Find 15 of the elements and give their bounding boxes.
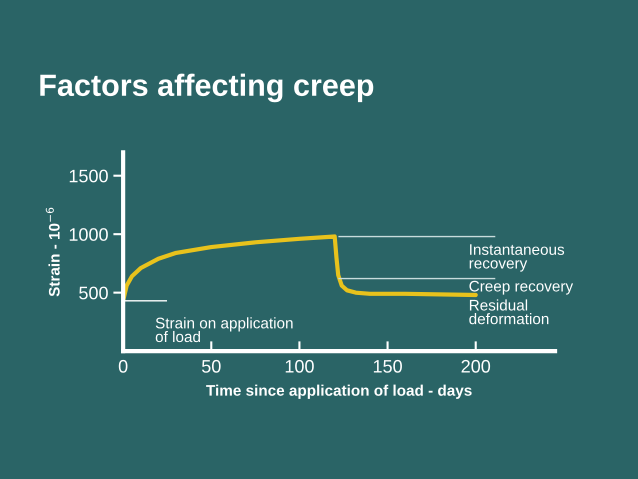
- y-tick-label: 500: [79, 286, 108, 300]
- y-axis-title: Strain - 10$^{−6}$: [46, 208, 60, 296]
- chart-title: Factors affecting creep: [40, 74, 374, 102]
- annotation: Creep recovery: [469, 280, 574, 295]
- x-axis-title: Time since application of load - days: [206, 384, 472, 399]
- y-tick-label: 1500: [70, 170, 108, 182]
- x-tick-label: 150: [374, 360, 402, 373]
- annotation: Instantaneous recovery: [470, 244, 564, 272]
- y-tick-label: 1000: [70, 228, 108, 241]
- x-tick-label: 50: [202, 360, 221, 373]
- x-tick-label: 100: [286, 360, 314, 373]
- x-tick-label: 200: [462, 360, 490, 373]
- annotation: Residual deformation: [469, 299, 548, 324]
- annotation: Strain on application of load: [156, 317, 293, 342]
- x-tick-label: 0: [118, 360, 128, 373]
